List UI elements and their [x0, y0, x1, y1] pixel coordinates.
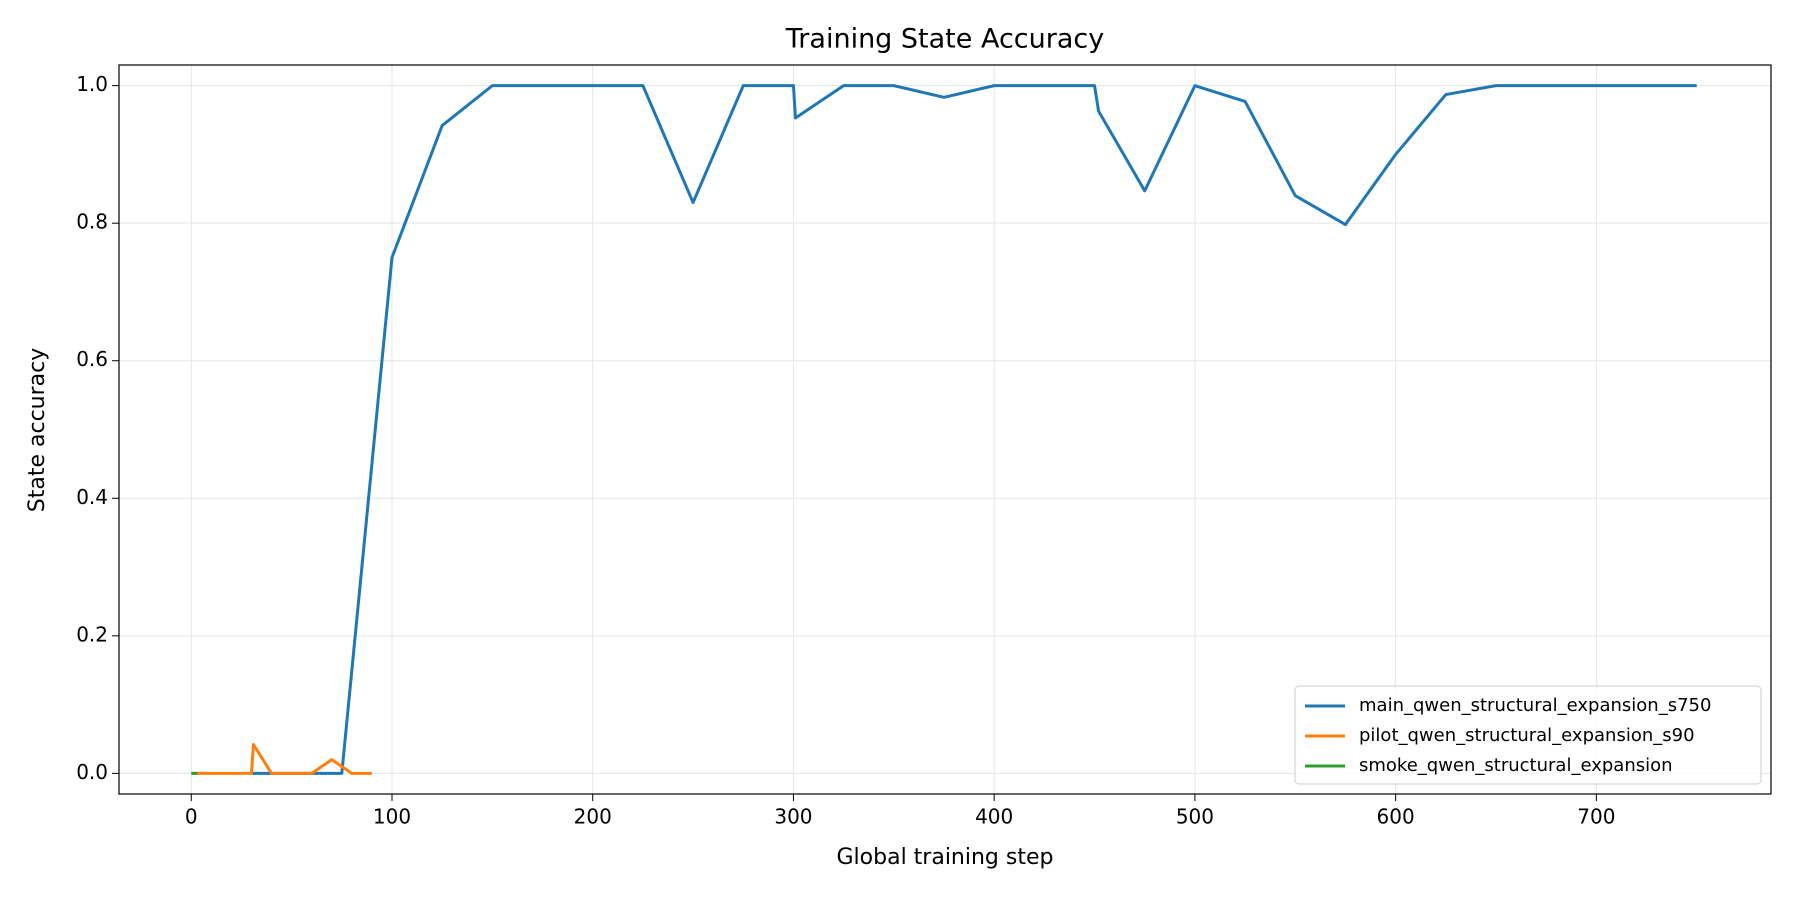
y-tick-label: 0.0: [76, 760, 108, 784]
x-tick-label: 700: [1577, 805, 1615, 829]
data-line: [251, 84, 1697, 775]
legend: main_qwen_structural_expansion_s750pilot…: [1294, 685, 1762, 785]
x-axis-label: Global training step: [837, 845, 1054, 870]
x-tick-label: 500: [1176, 805, 1214, 829]
x-tick-label: 200: [574, 805, 612, 829]
x-tick-label: 100: [373, 805, 411, 829]
legend-box: [1294, 685, 1762, 785]
y-tick-label: 1.0: [76, 72, 108, 96]
chart-title: Training State Accuracy: [785, 24, 1104, 55]
y-tick-label: 0.4: [76, 485, 108, 509]
plot-frame: [118, 64, 1772, 795]
x-tick-label: 300: [774, 805, 812, 829]
y-tick-label: 0.2: [76, 622, 108, 646]
legend-label: smoke_qwen_structural_expansion: [1359, 755, 1673, 776]
legend-label: main_qwen_structural_expansion_s750: [1359, 695, 1711, 716]
data-line: [193, 742, 372, 775]
legend-label: pilot_qwen_structural_expansion_s90: [1359, 725, 1695, 746]
x-tick-label: 0: [185, 805, 198, 829]
x-tick-label: 400: [975, 805, 1013, 829]
y-axis-label: State accuracy: [25, 348, 50, 512]
y-tick-label: 0.8: [76, 210, 108, 234]
x-tick-label: 600: [1377, 805, 1415, 829]
y-tick-label: 0.6: [76, 347, 108, 371]
